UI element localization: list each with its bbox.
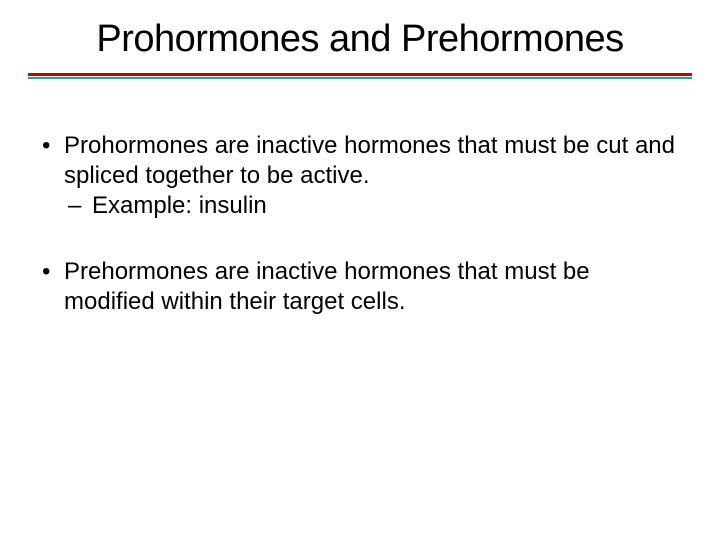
spacer xyxy=(36,221,684,257)
bullet-marker-l2: – xyxy=(64,191,92,221)
bullet-subitem: – Example: insulin xyxy=(36,191,684,221)
slide-container: Prohormones and Prehormones • Prohormone… xyxy=(0,0,720,540)
title-divider xyxy=(28,73,692,79)
bullet-marker-l1: • xyxy=(36,131,64,191)
bullet-marker-l1: • xyxy=(36,257,64,317)
slide-body: • Prohormones are inactive hormones that… xyxy=(28,131,692,317)
divider-line-bottom xyxy=(28,77,692,79)
bullet-subtext: Example: insulin xyxy=(92,191,684,221)
bullet-item: • Prehormones are inactive hormones that… xyxy=(36,257,684,317)
slide-title: Prohormones and Prehormones xyxy=(28,18,692,61)
bullet-text: Prehormones are inactive hormones that m… xyxy=(64,257,684,317)
bullet-item: • Prohormones are inactive hormones that… xyxy=(36,131,684,191)
bullet-text: Prohormones are inactive hormones that m… xyxy=(64,131,684,191)
divider-line-top xyxy=(28,73,692,76)
